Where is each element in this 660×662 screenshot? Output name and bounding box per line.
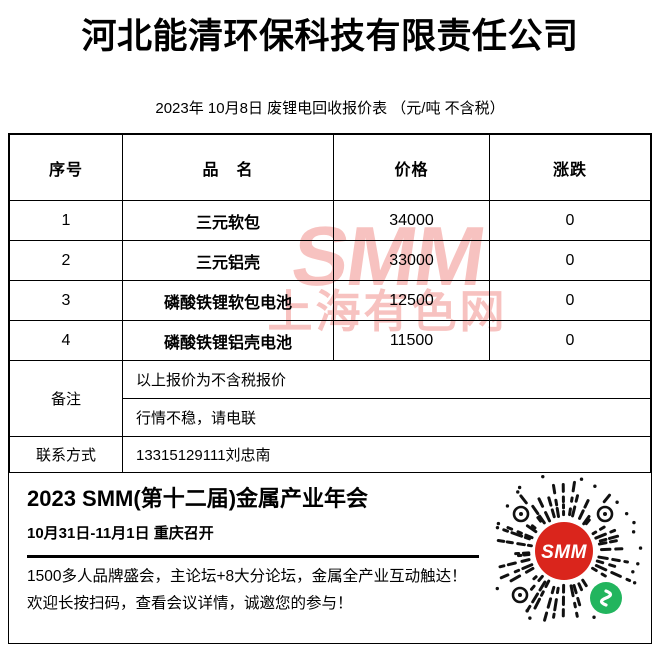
col-header-name: 品 名 [122, 134, 334, 201]
change-value: 0 [489, 320, 651, 361]
row-no: 3 [9, 280, 123, 321]
contact-row: 联系方式 13315129111刘忠南 [9, 436, 651, 473]
conference-title: 2023 SMM(第十二届)金属产业年会 [27, 486, 369, 511]
conference-desc-line-1: 1500多人品牌盛会，主论坛+8大分论坛，金属全产业互动触达！ [27, 568, 467, 585]
qr-code[interactable]: SMM [493, 474, 647, 628]
product-name: 三元软包 [122, 200, 334, 241]
row-no: 4 [9, 320, 123, 361]
smm-logo-circle [535, 522, 593, 580]
col-header-no: 序号 [9, 134, 123, 201]
remark-row: 行情不稳，请电联 [10, 398, 651, 437]
remark-line-2: 行情不稳，请电联 [122, 398, 651, 437]
divider [27, 555, 479, 558]
smm-logo-text: SMM [541, 542, 588, 563]
product-name: 三元铝壳 [122, 240, 334, 281]
table-header-row: 序号 品 名 价格 涨跌 [9, 134, 651, 201]
price-table: 序号 品 名 价格 涨跌 1 三元软包 34000 0 2 三元铝壳 33000… [9, 134, 651, 473]
remark-label: 备注 [9, 360, 123, 437]
price-value: 34000 [333, 200, 490, 241]
price-value: 33000 [333, 240, 490, 281]
sheet-subtitle: 2023年 10月8日 废锂电回收报价表 （元/吨 不含税） [155, 100, 505, 117]
contact-label: 联系方式 [9, 436, 123, 473]
conference-date-location: 10月31日-11月1日 重庆召开 [27, 525, 214, 542]
conference-banner: 2023 SMM(第十二届)金属产业年会 10月31日-11月1日 重庆召开 1… [9, 473, 651, 643]
table-row: 4 磷酸铁锂铝壳电池 11500 0 [9, 320, 651, 361]
contact-value: 13315129111刘忠南 [122, 436, 651, 473]
table-row: 1 三元软包 34000 0 [9, 200, 651, 241]
price-sheet: 序号 品 名 价格 涨跌 1 三元软包 34000 0 2 三元铝壳 33000… [8, 133, 652, 644]
conference-desc-line-2: 欢迎长按扫码，查看会议详情，诚邀您的参与！ [27, 595, 353, 612]
remark-line-1: 以上报价为不含税报价 [122, 360, 651, 399]
row-no: 1 [9, 200, 123, 241]
company-title: 河北能清环保科技有限责任公司 [81, 17, 579, 56]
wechat-miniprogram-icon [590, 582, 622, 614]
price-value: 11500 [333, 320, 490, 361]
col-header-change: 涨跌 [489, 134, 651, 201]
price-value: 12500 [333, 280, 490, 321]
change-value: 0 [489, 280, 651, 321]
row-no: 2 [9, 240, 123, 281]
qr-dash-pattern [495, 474, 643, 622]
product-name: 磷酸铁锂软包电池 [122, 280, 334, 321]
table-row: 2 三元铝壳 33000 0 [9, 240, 651, 281]
remark-row: 备注 以上报价为不含税报价 [9, 360, 651, 437]
table-row: 3 磷酸铁锂软包电池 12500 0 [9, 280, 651, 321]
change-value: 0 [489, 200, 651, 241]
col-header-price: 价格 [333, 134, 490, 201]
product-name: 磷酸铁锂铝壳电池 [122, 320, 334, 361]
change-value: 0 [489, 240, 651, 281]
